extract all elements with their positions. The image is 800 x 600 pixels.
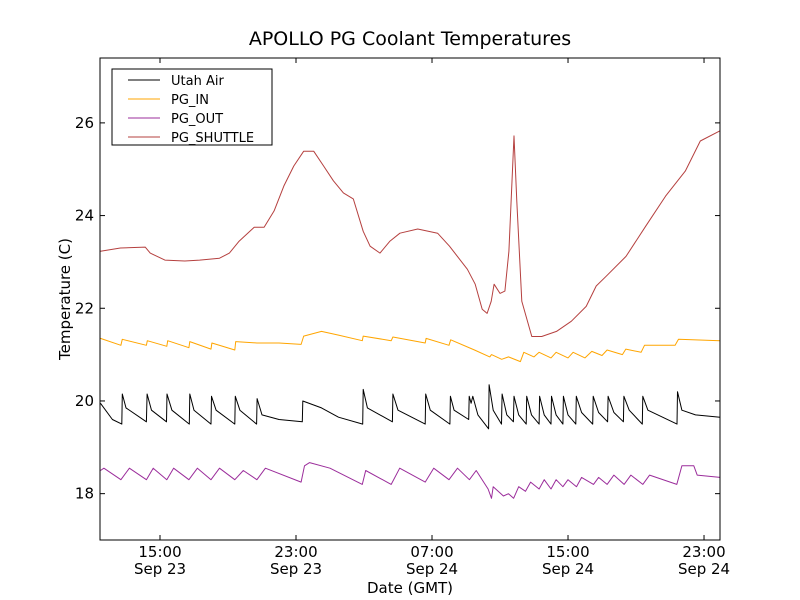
- y-tick-label: 18: [75, 485, 94, 503]
- x-tick-label-time: 07:00: [410, 543, 453, 561]
- legend-label: PG_IN: [171, 93, 209, 108]
- series-line-pg-shuttle: [100, 130, 721, 337]
- x-tick-label-date: Sep 23: [270, 560, 322, 578]
- legend-entry: PG_SHUTTLE: [128, 131, 254, 146]
- legend-entry: PG_IN: [128, 93, 209, 108]
- x-axis-label: Date (GMT): [367, 579, 453, 597]
- legend-label: PG_OUT: [171, 112, 223, 127]
- series-line-utah-air: [100, 384, 721, 430]
- y-tick-label: 26: [75, 114, 94, 132]
- x-tick-label-time: 15:00: [546, 543, 589, 561]
- y-tick-label: 22: [75, 299, 94, 317]
- x-tick-label-time: 23:00: [682, 543, 725, 561]
- x-tick-label-date: Sep 23: [134, 560, 186, 578]
- legend-frame: [111, 68, 273, 146]
- legend-entry: PG_OUT: [128, 112, 223, 127]
- y-tick-label: 24: [75, 207, 94, 225]
- series-line-pg-out: [100, 462, 721, 499]
- legend-label: PG_SHUTTLE: [171, 131, 254, 146]
- series-layer: [100, 130, 721, 499]
- x-tick-label-date: Sep 24: [678, 560, 730, 578]
- y-tick-label: 20: [75, 392, 94, 410]
- plot-frame: [99, 57, 721, 541]
- chart-title: APOLLO PG Coolant Temperatures: [249, 28, 571, 50]
- y-axis-label: Temperature (C): [56, 238, 74, 361]
- legend-label: Utah Air: [171, 74, 224, 89]
- legend: Utah Air PG_IN PG_OUT PG_SHUTTLE: [111, 68, 273, 146]
- x-tick-label-date: Sep 24: [542, 560, 594, 578]
- series-line-pg-in: [100, 330, 721, 363]
- x-tick-label-date: Sep 24: [406, 560, 458, 578]
- legend-entry: Utah Air: [128, 74, 224, 89]
- x-tick-label-time: 23:00: [274, 543, 317, 561]
- x-tick-label-time: 15:00: [138, 543, 181, 561]
